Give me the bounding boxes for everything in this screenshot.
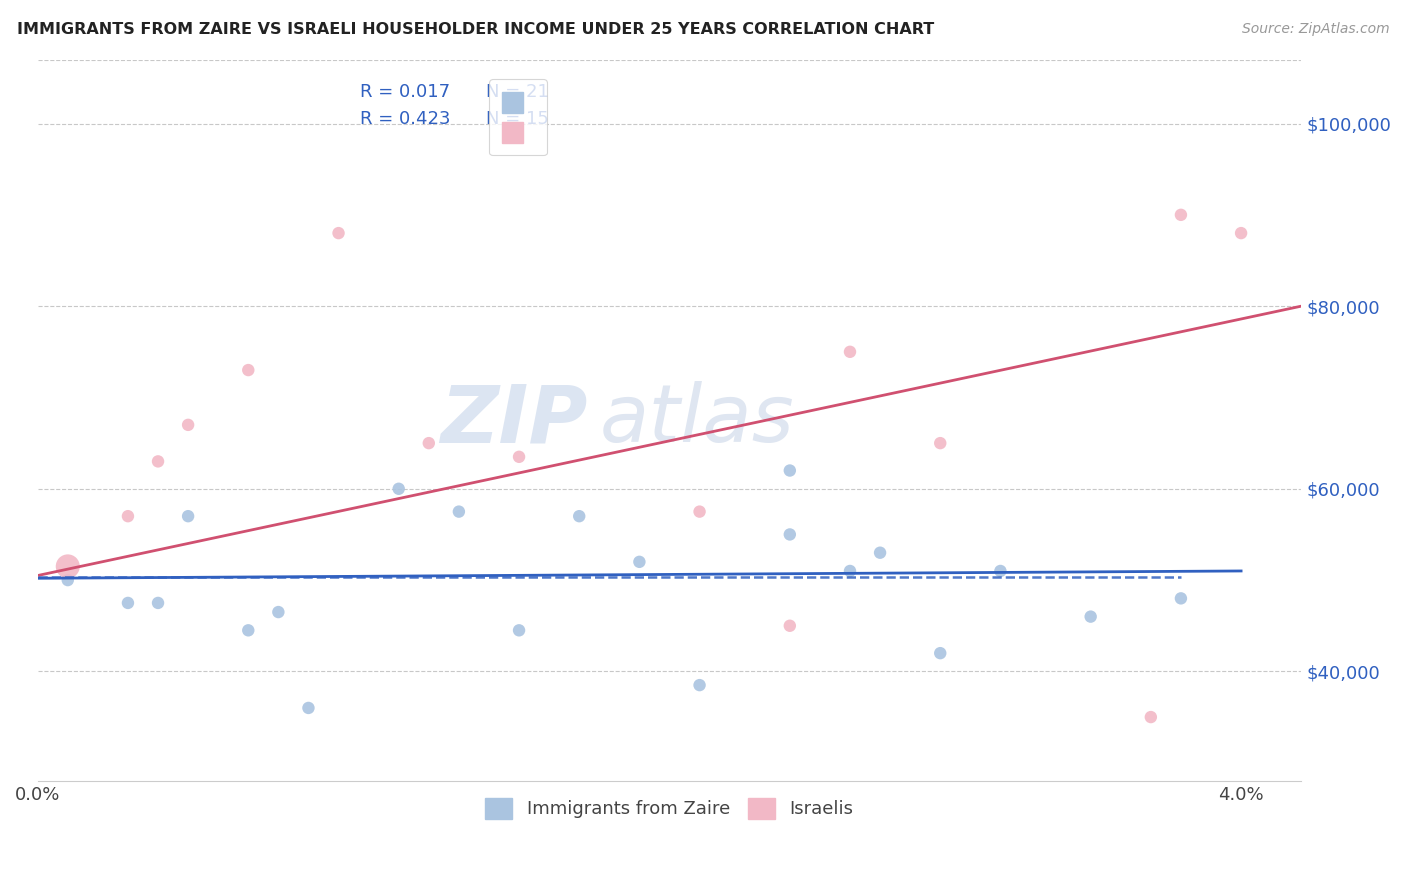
Point — [1170, 208, 1192, 222]
Legend: Immigrants from Zaire, Israelis: Immigrants from Zaire, Israelis — [478, 791, 860, 826]
Point — [56, 559, 79, 574]
Text: N = 21: N = 21 — [486, 83, 550, 101]
Point — [628, 555, 651, 569]
Point — [56, 573, 79, 587]
Point — [297, 701, 319, 715]
Point — [418, 436, 440, 450]
Point — [146, 596, 169, 610]
Point — [388, 482, 411, 496]
Point — [177, 509, 200, 524]
Text: R = 0.423: R = 0.423 — [360, 110, 450, 128]
Point — [146, 454, 169, 468]
Point — [990, 564, 1012, 578]
Point — [779, 527, 801, 541]
Text: IMMIGRANTS FROM ZAIRE VS ISRAELI HOUSEHOLDER INCOME UNDER 25 YEARS CORRELATION C: IMMIGRANTS FROM ZAIRE VS ISRAELI HOUSEHO… — [17, 22, 934, 37]
Text: ZIP: ZIP — [440, 381, 588, 459]
Point — [869, 546, 891, 560]
Point — [929, 436, 952, 450]
Point — [839, 564, 862, 578]
Point — [117, 509, 139, 524]
Point — [568, 509, 591, 524]
Point — [447, 505, 470, 519]
Point — [1080, 609, 1102, 624]
Point — [117, 596, 139, 610]
Text: N = 15: N = 15 — [486, 110, 550, 128]
Point — [328, 226, 350, 240]
Point — [508, 624, 530, 638]
Point — [177, 417, 200, 432]
Text: Source: ZipAtlas.com: Source: ZipAtlas.com — [1241, 22, 1389, 37]
Point — [779, 619, 801, 633]
Text: atlas: atlas — [600, 381, 794, 459]
Point — [238, 624, 260, 638]
Point — [929, 646, 952, 660]
Point — [267, 605, 290, 619]
Point — [1170, 591, 1192, 606]
Point — [1230, 226, 1253, 240]
Point — [1140, 710, 1163, 724]
Point — [839, 344, 862, 359]
Point — [689, 505, 711, 519]
Point — [238, 363, 260, 377]
Point — [779, 463, 801, 477]
Text: R = 0.017: R = 0.017 — [360, 83, 450, 101]
Point — [508, 450, 530, 464]
Point — [689, 678, 711, 692]
